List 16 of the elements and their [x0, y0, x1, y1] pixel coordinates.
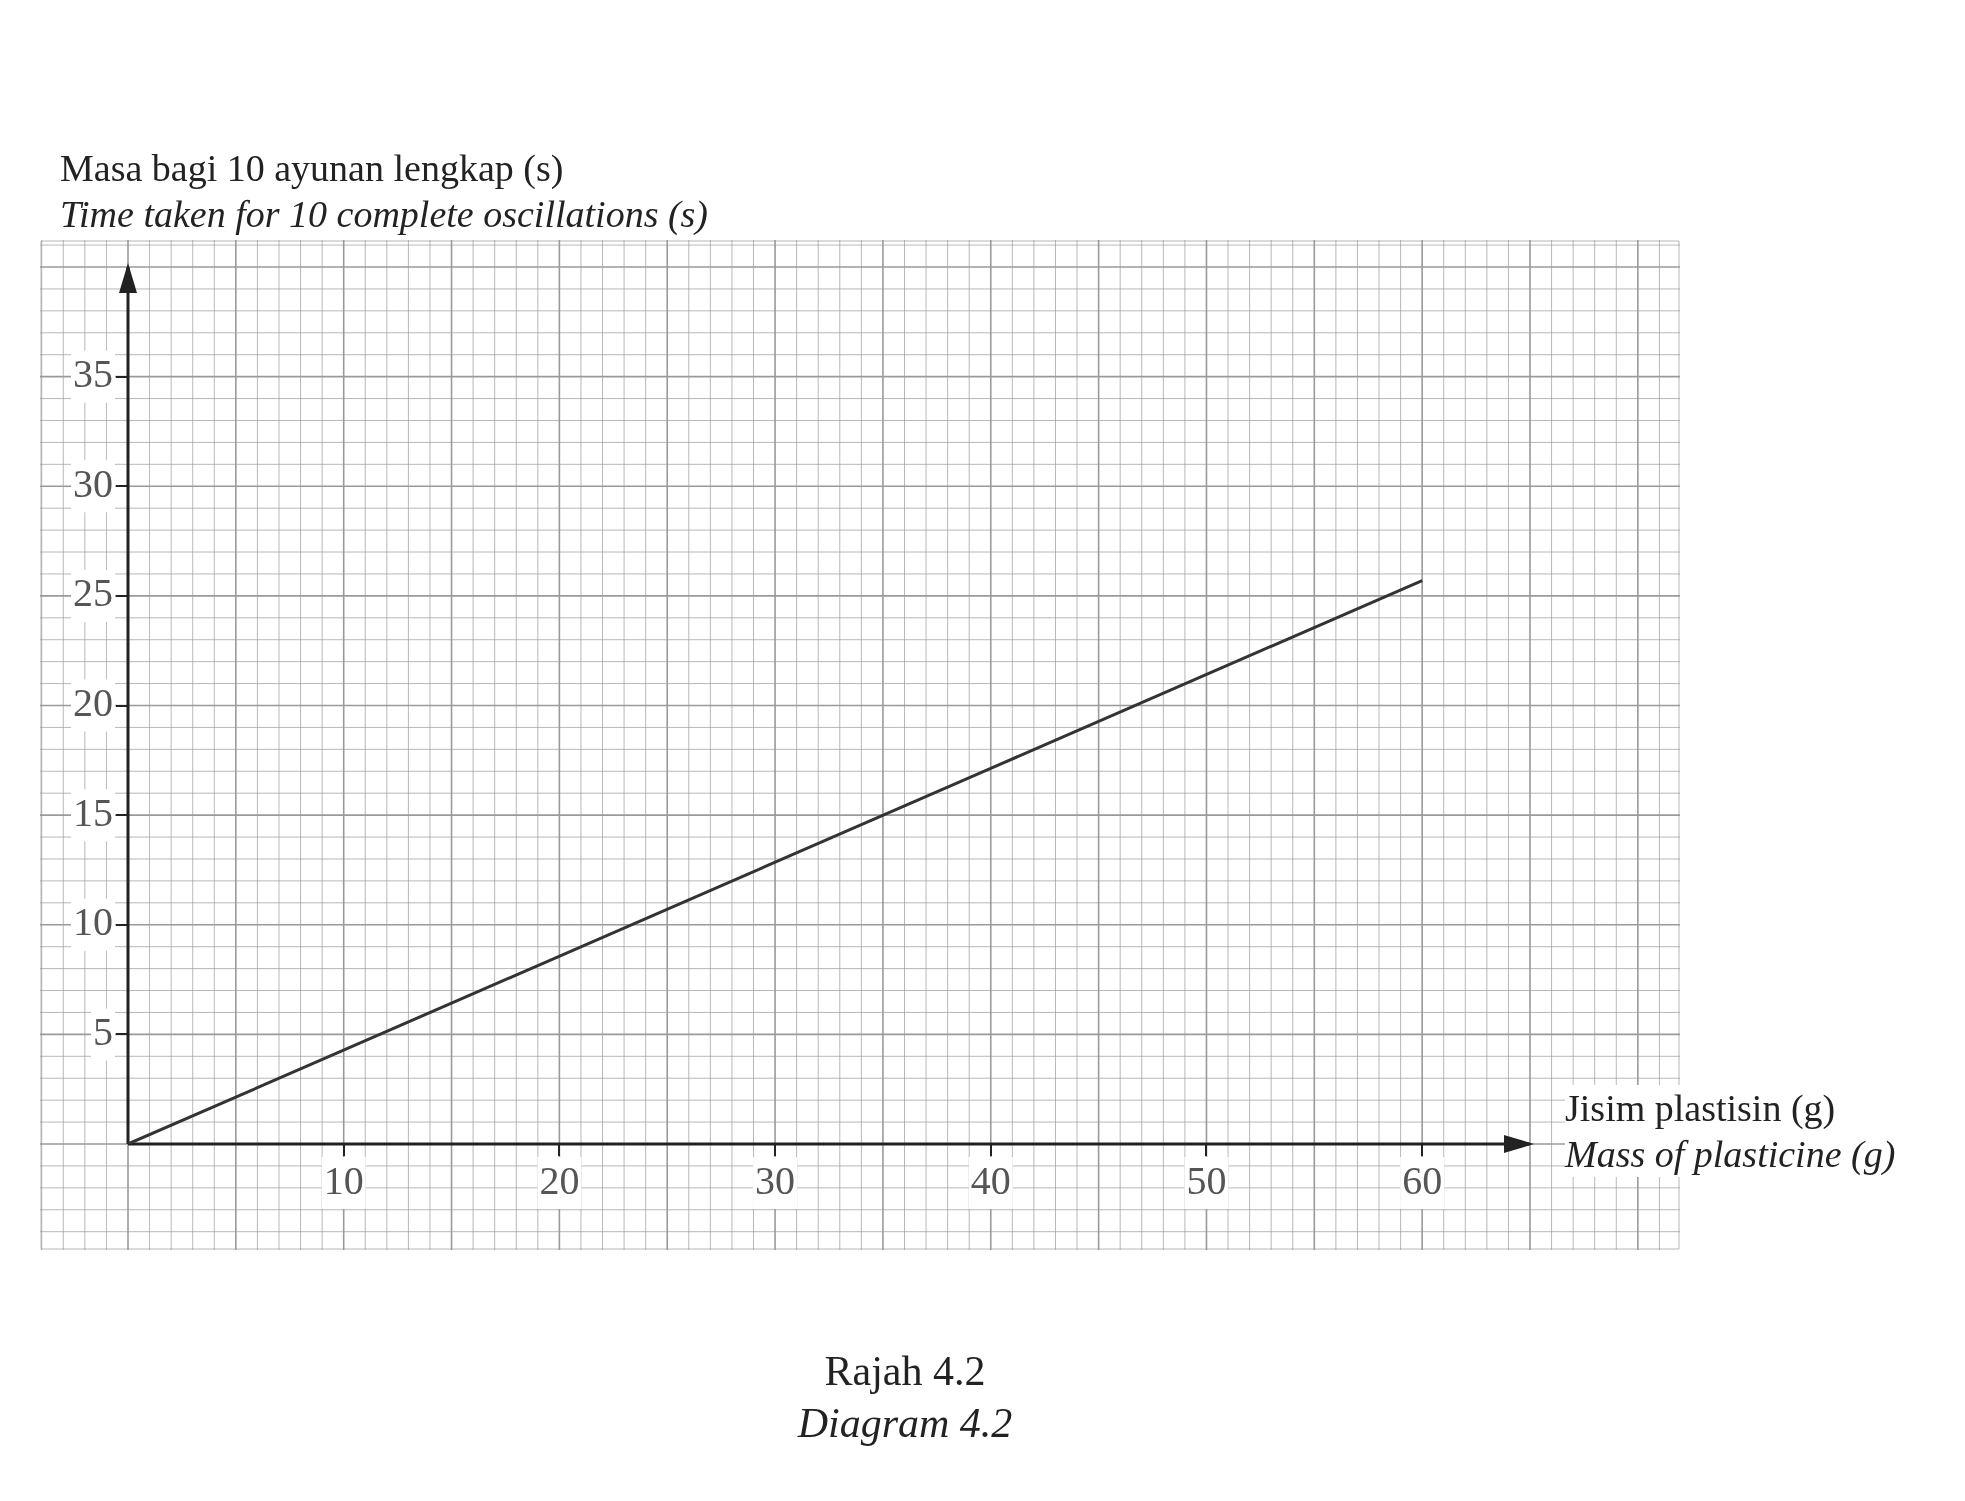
x-tick-label: 20 [539, 1157, 580, 1203]
y-tick-label: 20 [73, 680, 113, 725]
y-axis-title: Masa bagi 10 ayunan lengkap (s) Time taken for 10 complete oscillations (s) [60, 145, 709, 237]
x-tick-label: 40 [970, 1157, 1011, 1203]
y-tick-label: 35 [73, 351, 113, 397]
x-tick-label: 60 [1402, 1157, 1443, 1203]
y-tick-label: 10 [73, 899, 113, 945]
y-tick-label: 15 [73, 789, 113, 835]
x-tick-label: 50 [1186, 1157, 1227, 1203]
y-tick-label: 25 [73, 570, 113, 616]
y-tick-label: 30 [73, 460, 113, 506]
x-tick-label: 30 [755, 1157, 796, 1203]
y-tick-label: 5 [93, 1008, 113, 1054]
text: Rajah 4.2 Diagram 4.2 [796, 1347, 1014, 1448]
x-tick-label: 10 [323, 1157, 364, 1203]
x-axis-title: Jisim plastisin (g) Mass of plasticine (g) [1565, 1085, 1896, 1177]
